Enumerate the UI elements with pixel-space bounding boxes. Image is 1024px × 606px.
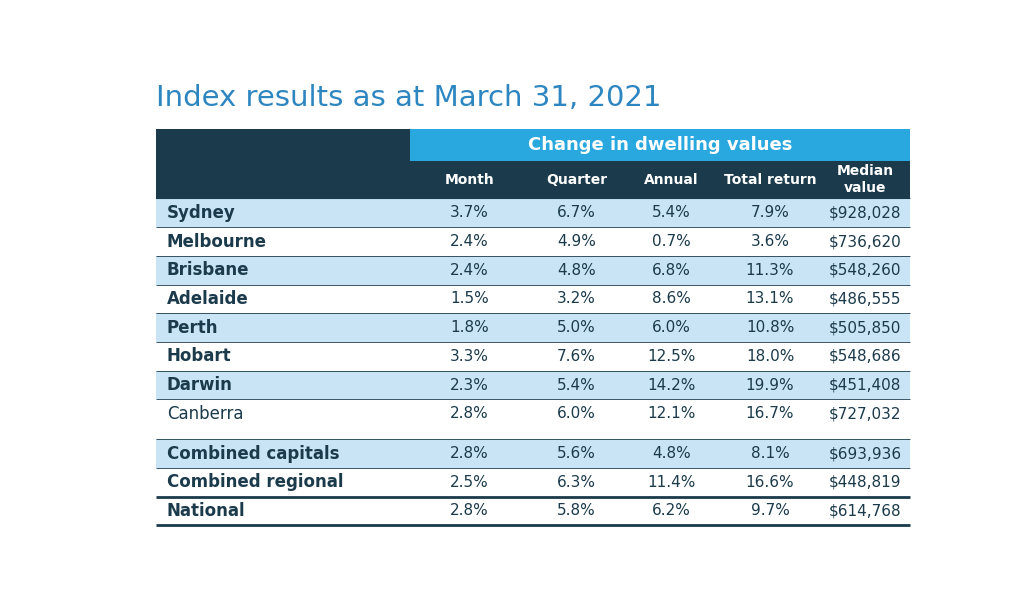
Text: 6.7%: 6.7% (557, 205, 596, 221)
Text: $736,620: $736,620 (828, 234, 901, 249)
Text: 5.6%: 5.6% (557, 446, 596, 461)
Text: 5.8%: 5.8% (557, 504, 596, 519)
Text: 19.9%: 19.9% (745, 378, 795, 393)
Text: $548,686: $548,686 (829, 349, 901, 364)
Text: 16.6%: 16.6% (745, 474, 795, 490)
Text: 10.8%: 10.8% (745, 320, 795, 335)
Text: 4.9%: 4.9% (557, 234, 596, 249)
Text: 8.1%: 8.1% (751, 446, 790, 461)
Text: 2.5%: 2.5% (450, 474, 488, 490)
Text: Brisbane: Brisbane (167, 261, 250, 279)
Text: 3.3%: 3.3% (450, 349, 488, 364)
Text: 6.0%: 6.0% (652, 320, 691, 335)
Text: 14.2%: 14.2% (647, 378, 695, 393)
Text: Darwin: Darwin (167, 376, 232, 394)
Text: 1.8%: 1.8% (450, 320, 488, 335)
Bar (156, 128, 410, 161)
Text: 5.4%: 5.4% (557, 378, 596, 393)
Text: 0.7%: 0.7% (652, 234, 691, 249)
Text: 3.6%: 3.6% (751, 234, 790, 249)
Text: Quarter: Quarter (546, 173, 607, 187)
Text: Adelaide: Adelaide (167, 290, 249, 308)
Text: Annual: Annual (644, 173, 698, 187)
Text: 16.7%: 16.7% (745, 406, 795, 421)
Text: 6.3%: 6.3% (557, 474, 596, 490)
Text: $505,850: $505,850 (829, 320, 901, 335)
Text: 18.0%: 18.0% (745, 349, 795, 364)
Text: 2.8%: 2.8% (450, 406, 488, 421)
Text: $448,819: $448,819 (829, 474, 901, 490)
Bar (156, 399, 909, 428)
Text: Combined capitals: Combined capitals (167, 445, 339, 462)
Text: 2.4%: 2.4% (450, 234, 488, 249)
Bar (156, 428, 909, 439)
Bar (156, 371, 909, 399)
Bar (156, 227, 909, 256)
Text: Median
value: Median value (837, 164, 894, 195)
Bar (156, 313, 909, 342)
Bar (156, 468, 909, 497)
Text: $486,555: $486,555 (829, 291, 901, 307)
Bar (156, 342, 909, 371)
Text: 7.6%: 7.6% (557, 349, 596, 364)
Text: 6.2%: 6.2% (652, 504, 691, 519)
Text: $693,936: $693,936 (828, 446, 902, 461)
Text: 7.9%: 7.9% (751, 205, 790, 221)
Text: Change in dwelling values: Change in dwelling values (527, 136, 792, 154)
Text: Month: Month (444, 173, 495, 187)
Text: 2.8%: 2.8% (450, 446, 488, 461)
Text: 2.3%: 2.3% (450, 378, 488, 393)
Text: 1.5%: 1.5% (450, 291, 488, 307)
Text: 11.4%: 11.4% (647, 474, 695, 490)
Text: Canberra: Canberra (167, 405, 244, 423)
Text: Hobart: Hobart (167, 347, 231, 365)
Bar (156, 161, 909, 199)
Text: 6.0%: 6.0% (557, 406, 596, 421)
Text: 3.2%: 3.2% (557, 291, 596, 307)
Text: 2.4%: 2.4% (450, 263, 488, 278)
Bar (410, 128, 909, 161)
Text: 3.7%: 3.7% (450, 205, 488, 221)
Text: 13.1%: 13.1% (745, 291, 795, 307)
Bar (156, 199, 909, 227)
Text: 12.5%: 12.5% (647, 349, 695, 364)
Text: 9.7%: 9.7% (751, 504, 790, 519)
Text: National: National (167, 502, 246, 520)
Text: Sydney: Sydney (167, 204, 236, 222)
Text: 11.3%: 11.3% (745, 263, 795, 278)
Bar (156, 439, 909, 468)
Text: 5.4%: 5.4% (652, 205, 691, 221)
Text: $614,768: $614,768 (829, 504, 901, 519)
Bar (156, 256, 909, 285)
Text: $548,260: $548,260 (829, 263, 901, 278)
Text: Melbourne: Melbourne (167, 233, 267, 250)
Text: Perth: Perth (167, 319, 218, 336)
Text: Combined regional: Combined regional (167, 473, 343, 491)
Text: 12.1%: 12.1% (647, 406, 695, 421)
Text: Total return: Total return (724, 173, 816, 187)
Text: 6.8%: 6.8% (652, 263, 691, 278)
Text: 2.8%: 2.8% (450, 504, 488, 519)
Bar (156, 285, 909, 313)
Text: 4.8%: 4.8% (652, 446, 691, 461)
Text: 4.8%: 4.8% (557, 263, 596, 278)
Bar (156, 497, 909, 525)
Text: $451,408: $451,408 (829, 378, 901, 393)
Text: Index results as at March 31, 2021: Index results as at March 31, 2021 (156, 84, 662, 112)
Text: 5.0%: 5.0% (557, 320, 596, 335)
Text: $727,032: $727,032 (829, 406, 901, 421)
Text: 8.6%: 8.6% (652, 291, 691, 307)
Text: $928,028: $928,028 (829, 205, 901, 221)
